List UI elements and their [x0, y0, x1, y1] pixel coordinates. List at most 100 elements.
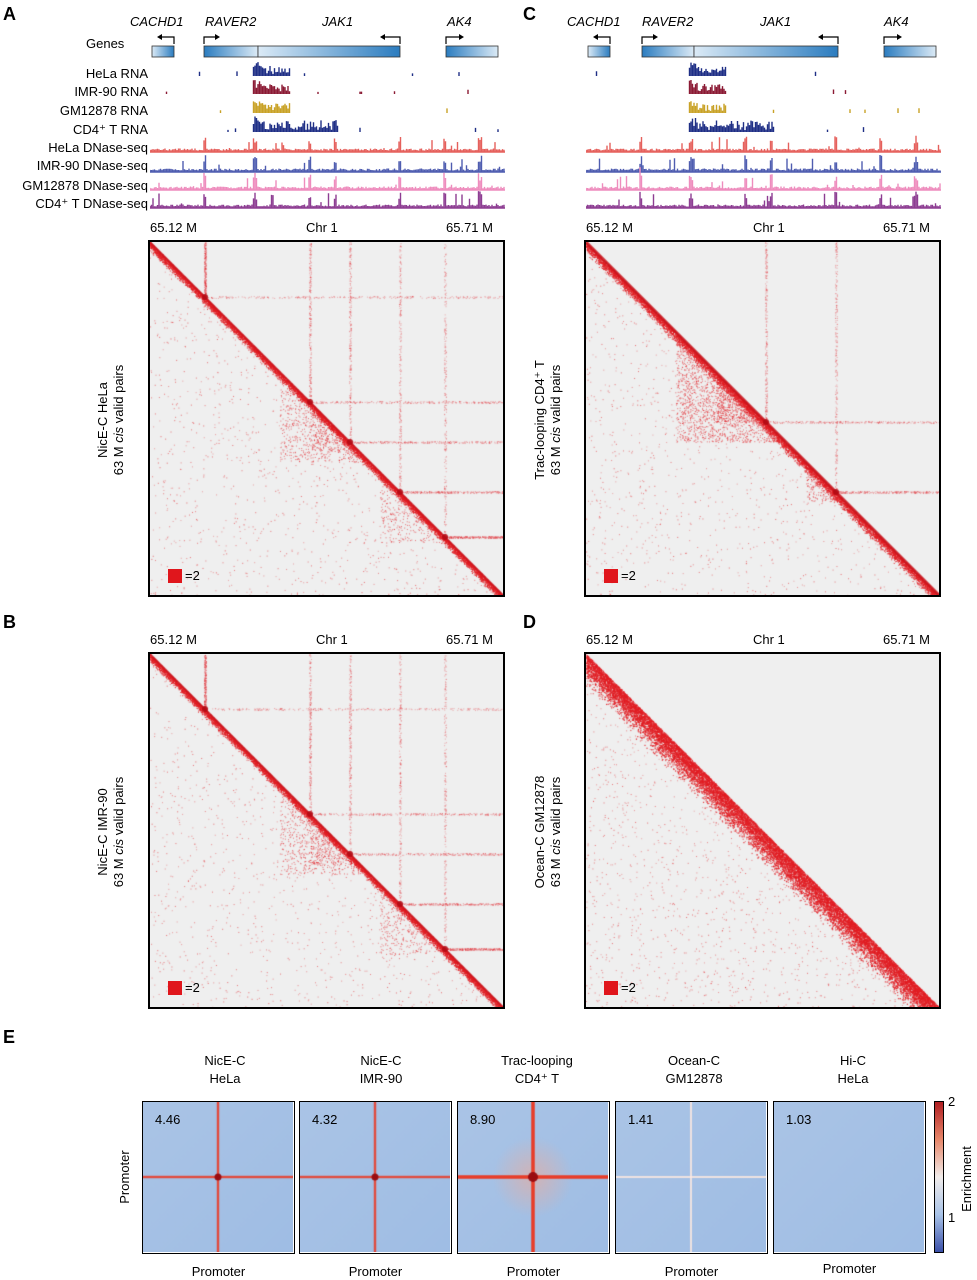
- axis-left-b: 65.12 M: [150, 632, 197, 647]
- track-label-imr90-rna: IMR-90 RNA: [74, 84, 148, 99]
- signal-track-6: [586, 167, 941, 191]
- signal-bars-2: [219, 101, 448, 113]
- signal-track-0: [595, 62, 817, 76]
- apa-x-label-3: Promoter: [506, 1264, 561, 1279]
- panel-letter-b: B: [3, 612, 16, 632]
- apa-plot-3: 8.90: [457, 1101, 610, 1254]
- apa-plot-1: 4.46: [142, 1101, 295, 1254]
- gene-label-cachd1-c: CACHD1: [567, 14, 621, 29]
- signal-tracks-c: [586, 62, 941, 209]
- signal-bars-5: [586, 155, 941, 172]
- colorbar-max-label: 2: [948, 1094, 956, 1109]
- axis-mid-d: Chr 1: [753, 632, 785, 647]
- signal-track-3: [688, 118, 865, 132]
- axis-right-c: 65.71 M: [883, 220, 930, 235]
- signal-track-3: [227, 116, 499, 132]
- signal-bars-1: [688, 80, 847, 94]
- track-label-hela-rna: HeLa RNA: [85, 66, 148, 81]
- legend-swatch-b: [168, 981, 182, 995]
- apa-x-label-1: Promoter: [191, 1264, 246, 1279]
- apa-plot-4: 1.41: [615, 1101, 768, 1254]
- signal-bars-0: [198, 62, 460, 76]
- gene-label-cachd1: CACHD1: [130, 14, 184, 29]
- signal-track-7: [150, 191, 505, 209]
- axis-mid-c: Chr 1: [753, 220, 785, 235]
- apa-x-label-5: Promoter: [822, 1261, 877, 1276]
- signal-bars-7: [150, 191, 505, 208]
- signal-bars-3: [227, 116, 499, 132]
- apa-value-2: 4.32: [312, 1112, 338, 1127]
- track-label-imr90-dnase: IMR-90 DNase-seq: [36, 158, 148, 173]
- signal-bars-6: [586, 167, 941, 190]
- signal-bars-7: [586, 191, 941, 208]
- enrichment-colorbar: [934, 1101, 944, 1253]
- track-label-cd4-rna: CD4⁺ T RNA: [72, 122, 148, 137]
- signal-track-4: [150, 137, 505, 153]
- contact-map-a: =2: [148, 240, 505, 597]
- signal-bars-4: [586, 135, 941, 152]
- legend-text-a: =2: [185, 568, 200, 583]
- track-label-gm12878-rna: GM12878 RNA: [59, 103, 148, 118]
- signal-track-2: [219, 101, 448, 113]
- apa-title-1: NicE-C HeLa: [204, 1053, 246, 1086]
- legend-text-d: =2: [621, 980, 636, 995]
- signal-track-5: [150, 155, 505, 173]
- legend-swatch-a: [168, 569, 182, 583]
- colorbar-title: Enrichment: [959, 1146, 974, 1212]
- apa-x-label-4: Promoter: [664, 1264, 719, 1279]
- gene-label-jak1-c: JAK1: [760, 14, 792, 29]
- panel-letter-e: E: [3, 1027, 16, 1047]
- signal-track-7: [586, 191, 941, 209]
- axis-left-a: 65.12 M: [150, 220, 197, 235]
- signal-track-1: [688, 80, 847, 94]
- map-label-a: NicE-C HeLa 63 M cis valid pairs: [95, 364, 126, 476]
- colorbar-min-label: 1: [948, 1210, 956, 1225]
- apa-plot-5: 1.03: [773, 1101, 926, 1254]
- genes-header: Genes: [86, 36, 125, 51]
- gene-label-raver2-c: RAVER2: [642, 14, 694, 29]
- apa-title-5: Hi-C HeLa: [837, 1053, 869, 1086]
- gene-label-ak4-c: AK4: [884, 14, 909, 29]
- signal-bars-6: [150, 172, 505, 190]
- axis-left-c: 65.12 M: [586, 220, 633, 235]
- panel-letter-c: C: [523, 4, 536, 24]
- map-label-c: Trac-looping CD4⁺ T 63 M cis valid pairs: [532, 360, 563, 480]
- apa-x-label-2: Promoter: [348, 1264, 403, 1279]
- apa-title-3: Trac-looping CD4⁺ T: [501, 1053, 573, 1086]
- apa-value-5: 1.03: [786, 1112, 812, 1127]
- axis-mid-b: Chr 1: [316, 632, 348, 647]
- axis-mid-a: Chr 1: [306, 220, 338, 235]
- contact-map-d: =2: [584, 652, 941, 1009]
- signal-bars-0: [595, 62, 817, 76]
- contact-map-b: =2: [148, 652, 505, 1009]
- gene-models-a: [151, 34, 499, 58]
- axis-right-d: 65.71 M: [883, 632, 930, 647]
- track-label-gm12878-dnase: GM12878 DNase-seq: [22, 178, 148, 193]
- gene-label-jak1: JAK1: [322, 14, 354, 29]
- track-label-cd4-dnase: CD4⁺ T DNase-seq: [35, 196, 148, 211]
- signal-bars-4: [150, 137, 505, 152]
- signal-bars-1: [165, 80, 469, 94]
- axis-right-b: 65.71 M: [446, 632, 493, 647]
- signal-track-0: [198, 62, 460, 76]
- signal-track-6: [150, 172, 505, 191]
- legend-text-b: =2: [185, 980, 200, 995]
- signal-bars-5: [150, 155, 505, 172]
- axis-left-d: 65.12 M: [586, 632, 633, 647]
- signal-track-5: [586, 155, 941, 173]
- contact-map-c: =2: [584, 240, 941, 597]
- track-label-hela-dnase: HeLa DNase-seq: [48, 140, 148, 155]
- signal-track-1: [165, 80, 469, 94]
- gene-label-raver2: RAVER2: [205, 14, 257, 29]
- panel-letter-d: D: [523, 612, 536, 632]
- signal-bars-3: [688, 118, 865, 132]
- apa-title-4: Ocean-C GM12878: [665, 1053, 723, 1086]
- panel-letter-a: A: [3, 4, 16, 24]
- signal-bars-2: [688, 101, 920, 113]
- legend-text-c: =2: [621, 568, 636, 583]
- legend-swatch-d: [604, 981, 618, 995]
- apa-value-4: 1.41: [628, 1112, 654, 1127]
- gene-label-ak4: AK4: [447, 14, 472, 29]
- apa-value-1: 4.46: [155, 1112, 181, 1127]
- gene-models-c: [587, 34, 937, 58]
